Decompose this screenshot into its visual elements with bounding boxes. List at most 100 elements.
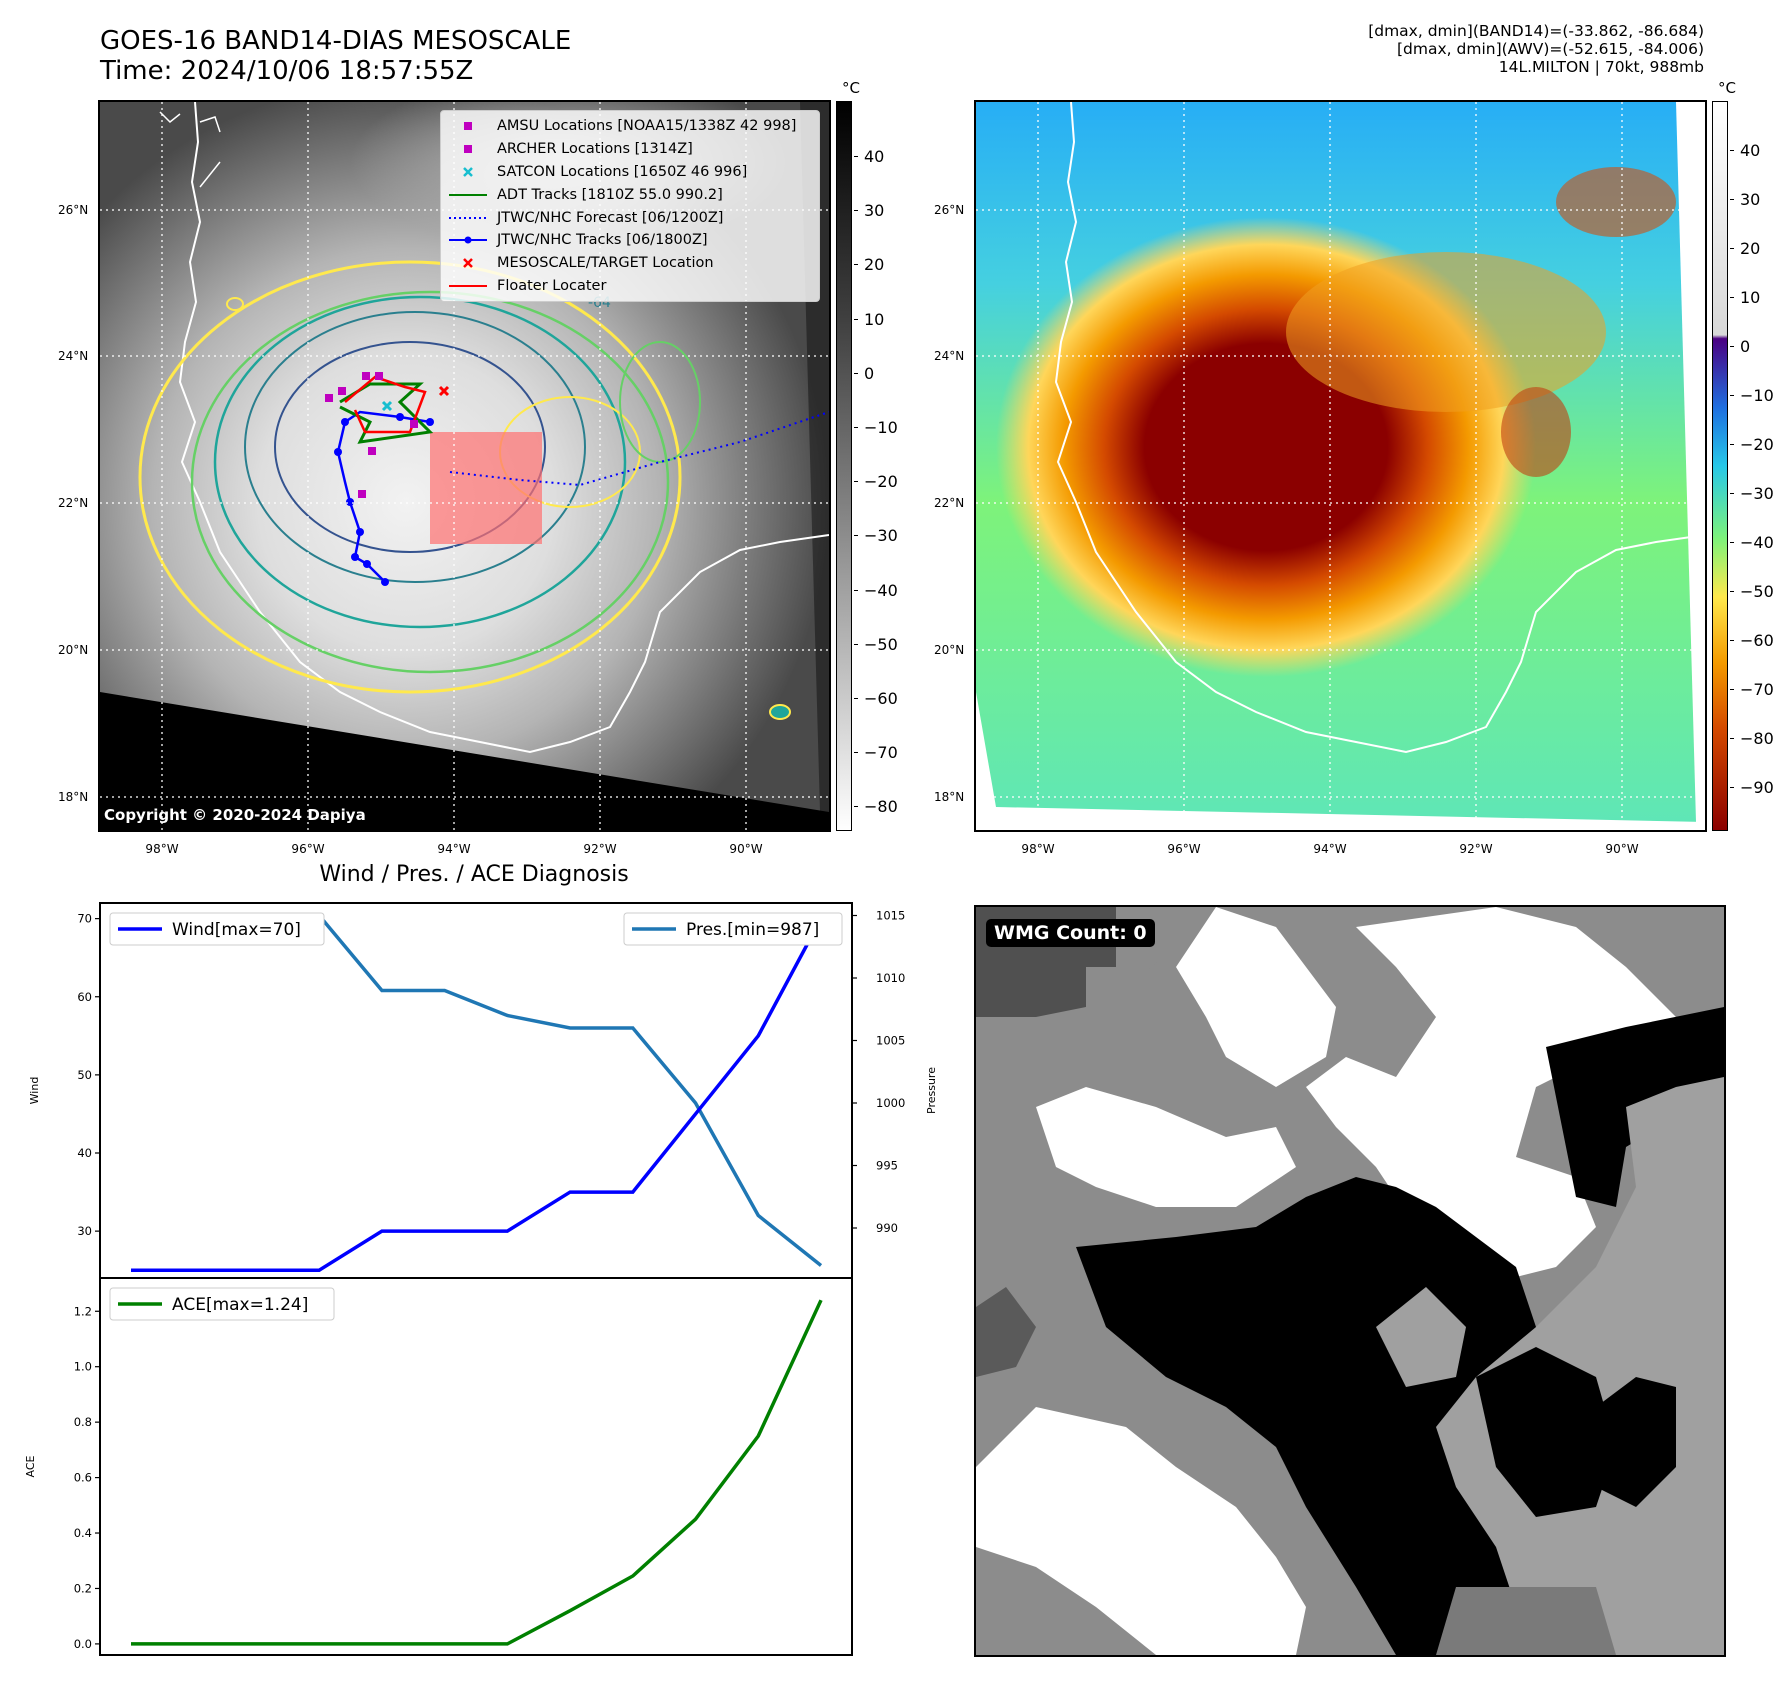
colorbar-tick-label: −90 [1740,778,1774,797]
info-line-3: 14L.MILTON | 70kt, 988mb [1498,58,1704,76]
colorbar-tick-mark [1730,297,1734,298]
plot-frame [99,1277,853,1656]
legend-entry: SATCON Locations [1650Z 46 996] [447,161,813,184]
legend-label: SATCON Locations [1650Z 46 996] [497,163,748,180]
legend-entry: Floater Locater [447,275,813,298]
legend-entry: JTWC/NHC Forecast [06/1200Z] [447,206,813,229]
tick-label: 1000 [876,1096,905,1110]
tick-label: 0.8 [74,1415,92,1429]
main-title: GOES-16 BAND14-DIAS MESOSCALE Time: 2024… [100,26,571,86]
colorbar-tick-label: −20 [1740,435,1774,454]
awv-lat-label: 20°N [934,643,965,657]
awv-lat-label: 24°N [934,349,965,363]
colorbar-tick-mark [1730,542,1734,543]
awv-colorbar [1712,101,1728,831]
info-line-1: [dmax, dmin](BAND14)=(-33.862, -86.684) [1368,22,1704,40]
band14-lon-label: 94°W [437,842,471,856]
title-line-2: Time: 2024/10/06 18:57:55Z [100,56,474,86]
legend-symbol [464,122,472,131]
colorbar-tick-mark [1730,493,1734,494]
tick-label: 0.4 [74,1526,92,1540]
colorbar-tick-mark [1730,346,1734,347]
colorbar-tick-mark [854,210,858,212]
tick-label: 60 [77,990,92,1004]
awv-colorbar-unit: °C [1718,79,1736,97]
colorbar-tick-label: 40 [1740,141,1761,160]
colorbar-tick-label: −70 [1740,680,1774,699]
awv-lon-label: 90°W [1605,842,1639,856]
colorbar-tick-mark [854,698,858,699]
legend-box [623,912,843,946]
colorbar-tick-label: −40 [864,580,898,600]
tick-label: 1.2 [74,1304,92,1318]
tick-label: 1005 [876,1034,905,1048]
band14-legend: AMSU Locations [NOAA15/1338Z 42 998] ARCH… [440,110,820,302]
tick-label: 990 [876,1221,898,1235]
tick-label: 50 [77,1068,92,1082]
colorbar-tick-label: 0 [864,363,875,383]
colorbar-tick-mark [854,643,858,645]
tick-label: 1010 [876,971,905,985]
colorbar-tick-mark [1730,199,1734,200]
pressure-axis-label: Pressure [925,1067,938,1114]
colorbar-tick-label: −10 [1740,386,1774,405]
colorbar-tick-label: −30 [864,526,898,546]
band14-lat-label: 24°N [58,349,89,363]
colorbar-tick-mark [854,806,858,808]
tick-label: 1.0 [74,1360,92,1374]
ace-axis-label: ACE [24,1455,37,1477]
ace-line [131,1299,823,1646]
awv-lat-label: 26°N [934,203,965,217]
legend-symbol [449,193,487,196]
tick-label: 995 [876,1159,898,1173]
awv-lat-label: 22°N [934,496,965,510]
colorbar-tick-mark [1730,248,1734,249]
info-block: [dmax, dmin](BAND14)=(-33.862, -86.684) … [1368,22,1704,76]
awv-lon-label: 94°W [1313,842,1347,856]
colorbar-tick-mark [1730,444,1734,445]
legend-symbol [449,236,487,244]
band14-lon-label: 90°W [729,842,763,856]
legend-label: Wind[max=70] [172,920,301,940]
wmg-map [976,907,1724,1655]
wmg-panel: WMG Count: 0 [974,905,1726,1657]
pressure-line [131,913,823,1267]
legend-box [109,1287,335,1321]
band14-lon-label: 92°W [583,842,617,856]
diagnosis-title: Wind / Pres. / ACE Diagnosis [319,862,629,887]
tick-label: 0.0 [74,1637,92,1651]
tick-label: 1015 [876,909,905,923]
colorbar-tick-label: −70 [864,743,898,763]
legend-label: JTWC/NHC Tracks [06/1800Z] [497,232,708,249]
colorbar-tick-label: 0 [1740,337,1751,356]
colorbar-tick-mark [854,318,858,320]
colorbar-tick-mark [1730,689,1734,690]
colorbar-tick-label: −80 [1740,729,1774,748]
band14-lat-label: 22°N [58,496,89,510]
legend-label: Pres.[min=987] [686,920,819,940]
colorbar-tick-mark [854,589,858,591]
colorbar-tick-mark [1730,738,1734,739]
info-line-2: [dmax, dmin](AWV)=(-52.615, -84.006) [1397,40,1704,58]
copyright-text: Copyright © 2020-2024 Dapiya [104,806,366,824]
legend-symbol [449,216,487,219]
colorbar-tick-mark [1730,787,1734,788]
tick-label: 40 [77,1146,92,1160]
legend-label: JTWC/NHC Forecast [06/1200Z] [497,209,724,226]
legend-box [109,912,325,946]
legend-label: ACE[max=1.24] [172,1295,308,1315]
legend-entry: ADT Tracks [1810Z 55.0 990.2] [447,183,813,206]
colorbar-tick-label: 40 [864,147,885,166]
colorbar-tick-label: −50 [1740,582,1774,601]
colorbar-tick-label: −50 [864,634,898,654]
colorbar-tick-label: −30 [1740,484,1774,503]
legend-symbol [463,167,473,177]
awv-map-panel [974,100,1707,832]
wmg-count-badge: WMG Count: 0 [986,919,1155,947]
tick-label: 0.6 [74,1471,92,1485]
colorbar-tick-label: 20 [864,255,885,275]
title-line-1: GOES-16 BAND14-DIAS MESOSCALE [100,26,572,56]
colorbar-tick-mark [854,481,858,483]
awv-lat-label: 18°N [934,790,965,804]
band14-lon-label: 98°W [145,842,179,856]
